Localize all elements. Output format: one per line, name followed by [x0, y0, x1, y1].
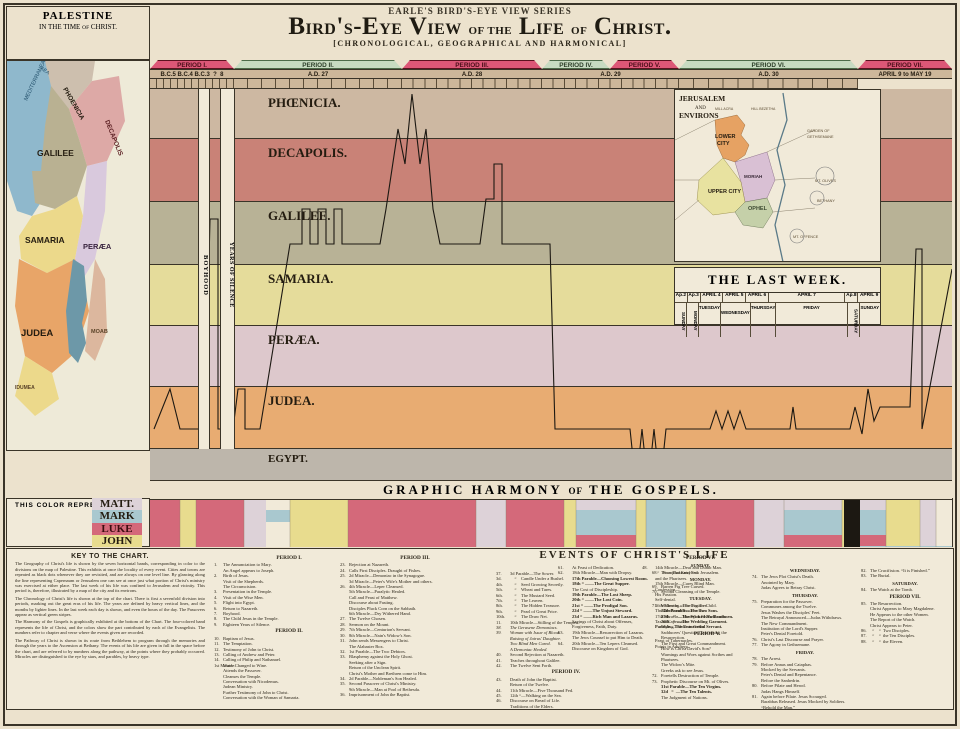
svg-text:JERUSALEM: JERUSALEM	[679, 94, 725, 103]
svg-text:MOAB: MOAB	[91, 329, 108, 335]
svg-text:PERÆA: PERÆA	[83, 242, 112, 251]
svg-text:SAMARIA: SAMARIA	[25, 235, 65, 245]
svg-text:GARDEN OF: GARDEN OF	[807, 129, 830, 133]
svg-text:UPPER CITY: UPPER CITY	[708, 189, 741, 195]
svg-text:MORIAH: MORIAH	[744, 174, 762, 179]
svg-text:LOWER: LOWER	[715, 134, 735, 140]
svg-text:HILL BEZETHA: HILL BEZETHA	[751, 107, 776, 111]
svg-text:GALILEE: GALILEE	[37, 148, 74, 158]
svg-text:GETHSEMANE: GETHSEMANE	[807, 135, 834, 139]
svg-text:CITY: CITY	[717, 141, 730, 147]
svg-text:MT. OFFENCE: MT. OFFENCE	[793, 235, 819, 239]
svg-text:MILL ACRA: MILL ACRA	[715, 107, 734, 111]
svg-text:ENVIRONS: ENVIRONS	[679, 111, 719, 120]
svg-text:BETHANY: BETHANY	[817, 199, 835, 203]
svg-text:OPHEL: OPHEL	[748, 206, 768, 212]
svg-text:IDUMEA: IDUMEA	[15, 385, 35, 391]
svg-text:JUDEA: JUDEA	[21, 328, 53, 339]
